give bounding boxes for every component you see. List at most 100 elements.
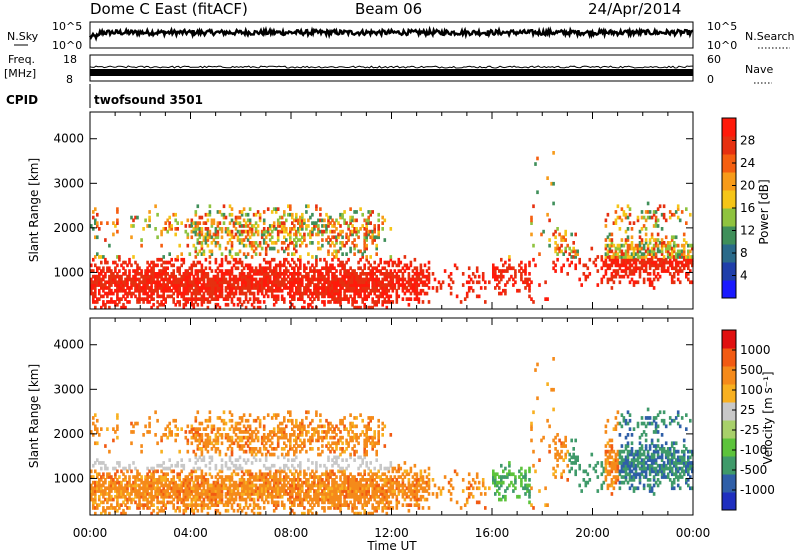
velocity-cell — [293, 500, 296, 505]
velocity-cell — [96, 458, 99, 462]
power-cell — [447, 274, 451, 279]
velocity-cell — [166, 489, 169, 493]
power-cell — [264, 272, 268, 276]
velocity-cell — [230, 449, 234, 454]
power-cell — [634, 269, 638, 273]
power-cell — [291, 294, 294, 299]
power-cell — [331, 266, 334, 271]
velocity-cell — [188, 483, 192, 488]
power-cell — [293, 227, 296, 231]
power-cell — [578, 277, 581, 282]
velocity-cell — [148, 416, 151, 420]
power-cell — [138, 300, 141, 304]
power-cell — [652, 286, 656, 290]
power-cell — [285, 269, 288, 273]
velocity-cell — [339, 489, 342, 493]
velocity-cell — [333, 478, 336, 482]
power-cell — [504, 291, 507, 296]
power-cell — [258, 288, 262, 293]
velocity-cell — [156, 494, 159, 499]
velocity-cell — [202, 497, 206, 502]
power-cell — [343, 294, 346, 299]
velocity-cell — [250, 433, 254, 437]
velocity-cell — [270, 441, 274, 446]
power-cell — [361, 224, 364, 228]
power-cell — [264, 280, 268, 285]
velocity-cell — [268, 494, 272, 499]
power-cell — [98, 277, 101, 282]
velocity-cell — [196, 503, 200, 507]
power-cell — [644, 238, 648, 242]
power-cell — [401, 288, 405, 293]
power-cell — [158, 257, 161, 262]
power-cell — [126, 280, 129, 285]
power-cell — [94, 300, 97, 304]
power-cell — [182, 297, 186, 301]
velocity-cell — [134, 489, 137, 493]
power-cell — [283, 280, 286, 285]
power-cell — [642, 243, 646, 248]
velocity-cell — [172, 489, 175, 493]
velocity-cell — [198, 447, 202, 451]
power-cell — [397, 257, 401, 262]
power-cell — [218, 294, 222, 299]
y-tick-label: 3000 — [53, 176, 84, 190]
power-cell — [327, 280, 330, 285]
nsearch-tick-bottom: 10^0 — [707, 39, 737, 52]
power-cell — [634, 260, 638, 265]
velocity-cell — [276, 441, 280, 446]
velocity-cell — [148, 483, 151, 488]
power-cell — [268, 288, 272, 293]
velocity-cell — [184, 435, 188, 440]
power-cell — [210, 221, 214, 225]
power-cell — [325, 288, 328, 293]
power-cell — [198, 280, 202, 285]
power-cell — [311, 227, 314, 231]
power-cell — [391, 280, 395, 285]
velocity-cell — [238, 497, 242, 502]
velocity-cell — [136, 478, 139, 482]
power-cell — [317, 224, 320, 228]
velocity-cell — [252, 500, 256, 505]
power-cell — [160, 300, 163, 304]
power-cell — [216, 277, 220, 282]
power-cell — [660, 263, 664, 268]
power-cell — [612, 243, 616, 248]
power-cell — [672, 266, 676, 271]
velocity-cell — [313, 430, 316, 434]
power-cell — [210, 277, 214, 282]
power-cell — [568, 252, 571, 256]
power-cell — [494, 274, 497, 279]
power-cell — [369, 229, 372, 234]
power-cell — [516, 288, 519, 293]
power-cell — [120, 277, 123, 282]
power-cell — [367, 218, 370, 223]
power-cell — [620, 238, 624, 242]
power-cell — [363, 288, 366, 293]
power-cell — [652, 246, 656, 251]
power-cell — [287, 280, 290, 285]
power-cell — [152, 269, 155, 273]
velocity-cell — [164, 466, 167, 471]
power-cell — [682, 252, 686, 256]
power-cell — [116, 229, 119, 234]
velocity-cell — [319, 497, 322, 502]
power-cell — [160, 286, 163, 290]
power-cell — [285, 218, 288, 223]
date-title: 24/Apr/2014 — [588, 0, 681, 18]
power-cell — [345, 280, 348, 285]
power-cell — [98, 227, 101, 231]
power-cell — [518, 269, 521, 273]
velocity-cell — [301, 421, 304, 426]
power-cell — [387, 297, 391, 301]
velocity-cell — [108, 483, 111, 488]
power-cell — [224, 280, 228, 285]
power-cell — [92, 283, 95, 287]
power-cell — [96, 212, 99, 217]
power-cell — [285, 277, 288, 282]
velocity-cell — [289, 483, 292, 488]
velocity-cell — [335, 461, 338, 465]
power-cell — [291, 252, 294, 256]
power-cell — [270, 291, 274, 296]
